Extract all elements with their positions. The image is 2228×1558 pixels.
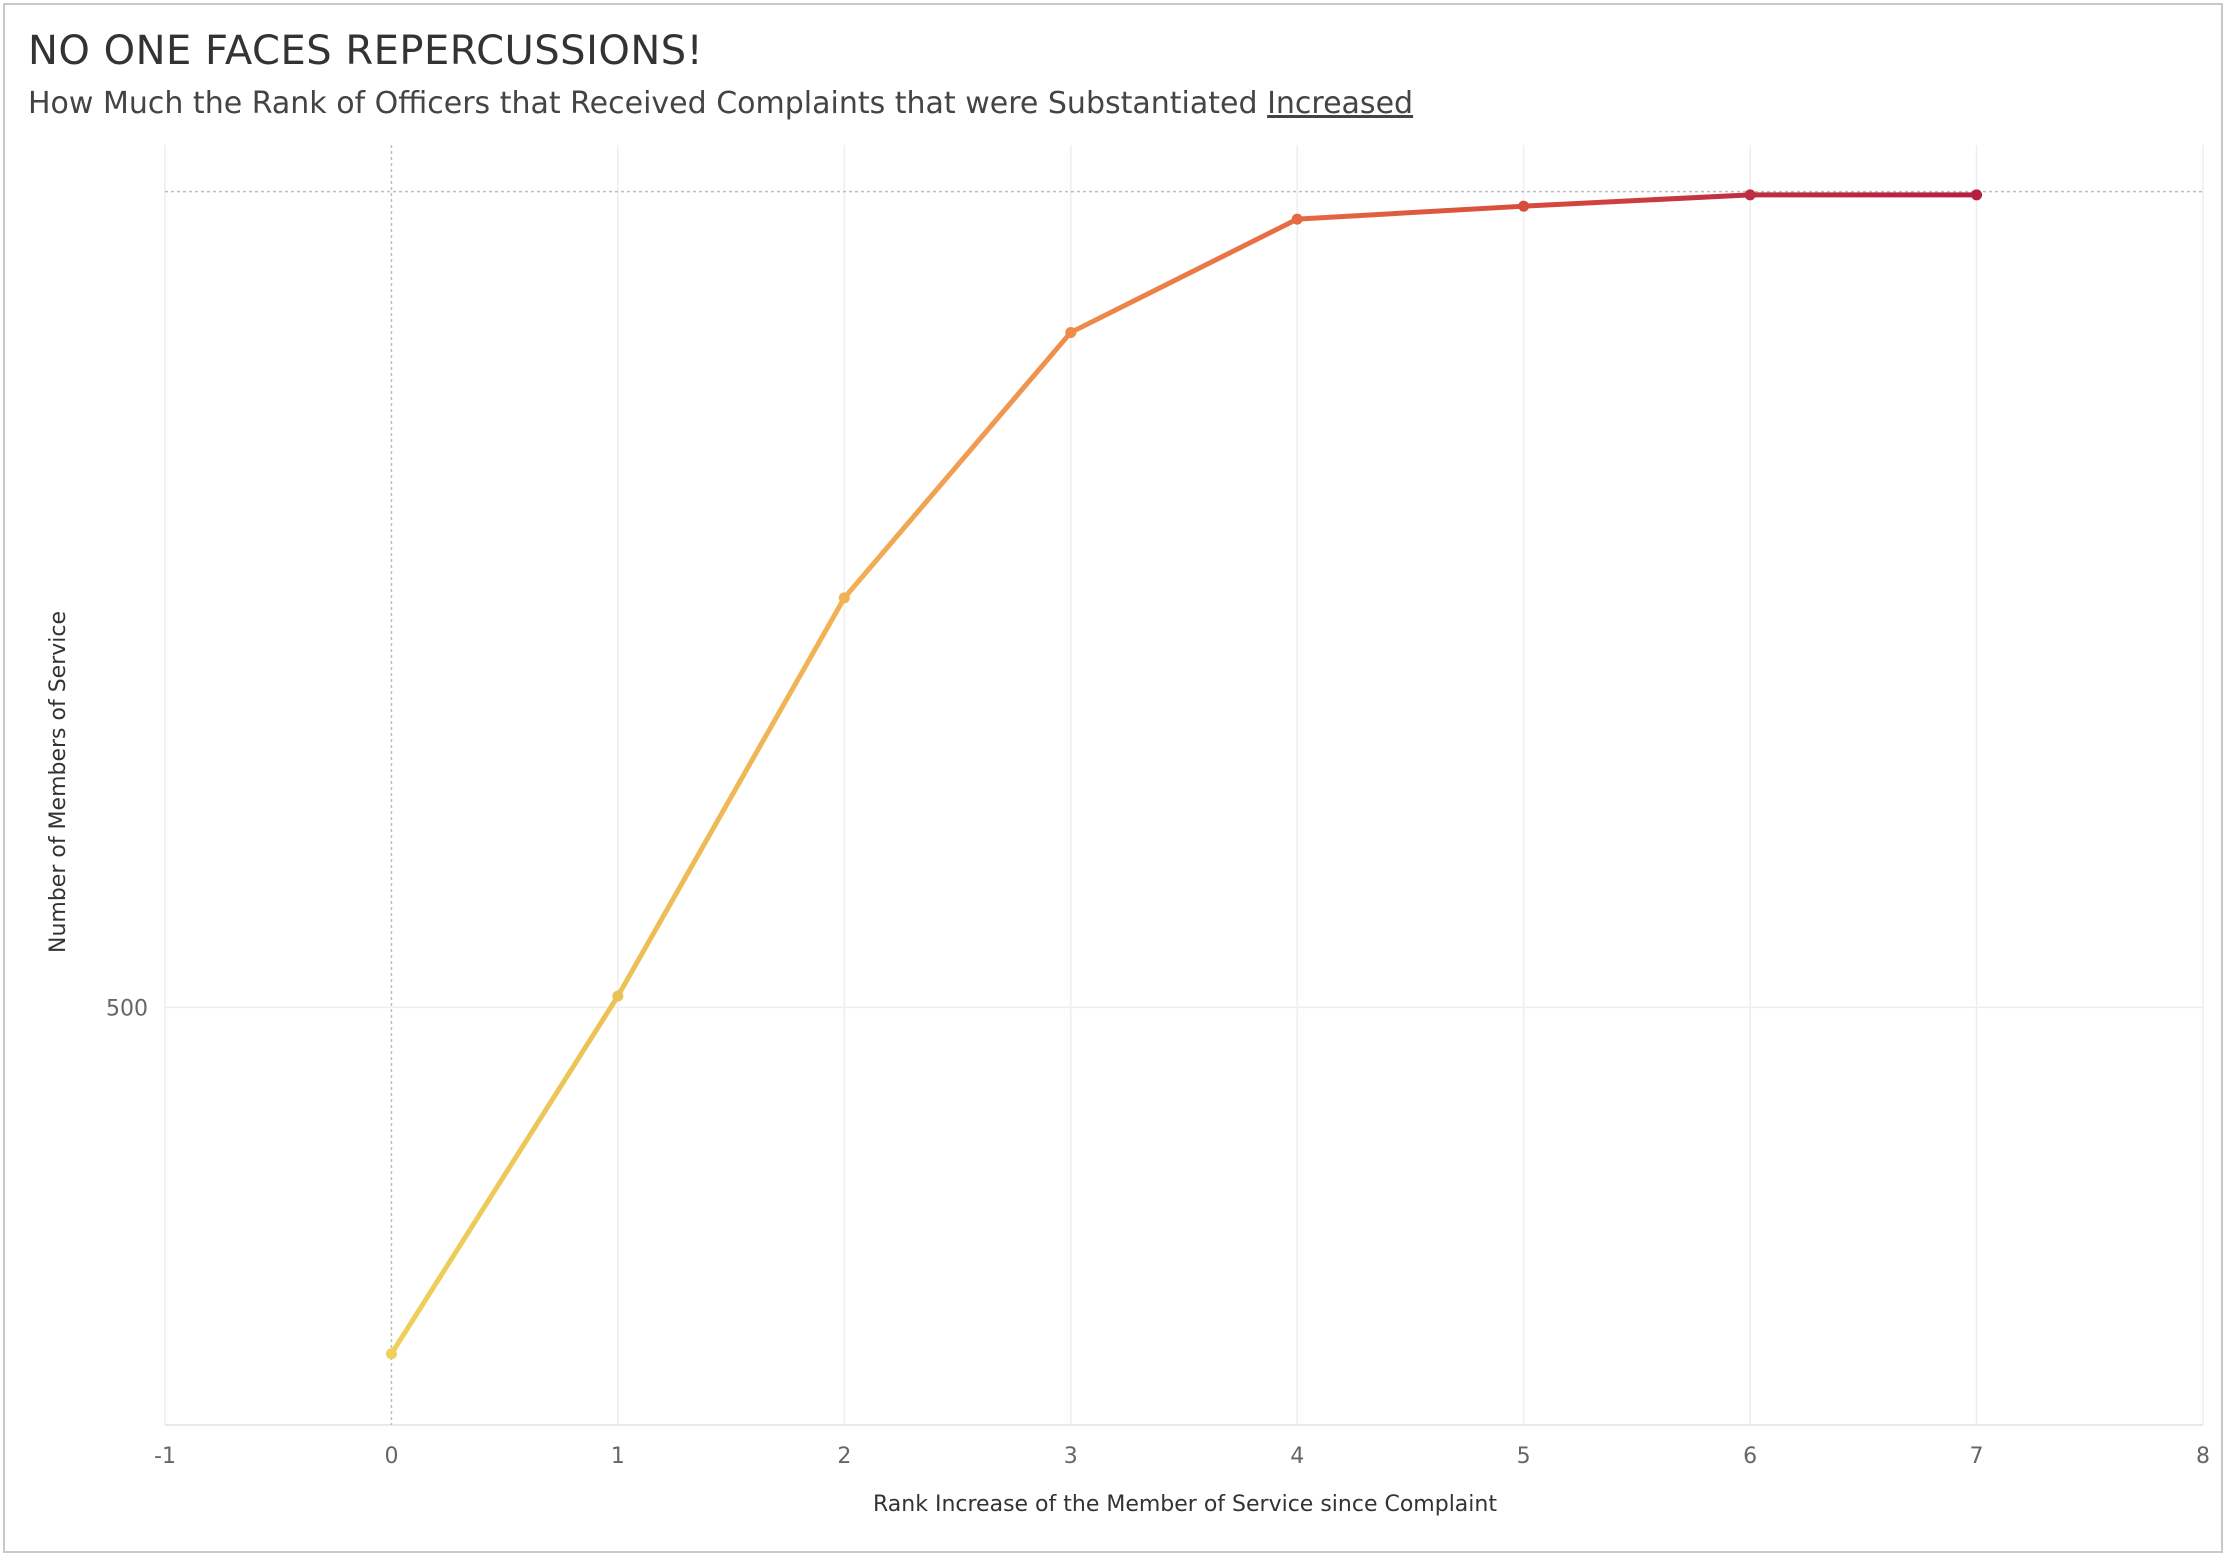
- x-tick-label: 2: [837, 1444, 851, 1469]
- line-segment: [1294, 203, 1527, 222]
- x-tick-label: 3: [1064, 1444, 1078, 1469]
- data-point: [1744, 189, 1756, 201]
- x-tick-label: 1: [611, 1444, 625, 1469]
- x-tick-label: 4: [1290, 1444, 1304, 1469]
- line-segment: [1521, 192, 1753, 209]
- gridlines: [164, 145, 2204, 1426]
- data-point: [1291, 213, 1303, 225]
- x-tick-label: 5: [1517, 1444, 1531, 1469]
- line-segment: [841, 329, 1074, 601]
- chart-title: NO ONE FACES REPERCUSSIONS!: [28, 28, 704, 74]
- data-point: [838, 592, 850, 604]
- subtitle-emphasis: Increased: [1267, 86, 1414, 121]
- data-point: [612, 990, 624, 1002]
- chart-frame: [3, 3, 2223, 1553]
- data-point: [385, 1348, 397, 1360]
- y-axis-ticks: 500: [106, 996, 148, 1021]
- x-axis-title: Rank Increase of the Member of Service s…: [873, 1492, 1497, 1517]
- x-axis-ticks: -1 0 1 2 3 4 5 6 7 8: [154, 1444, 2210, 1469]
- data-points: [385, 189, 1983, 1360]
- line-segment: [1068, 216, 1300, 335]
- x-tick-label: 8: [2196, 1444, 2210, 1469]
- line-segment: [615, 595, 847, 999]
- x-tick-label: 7: [1970, 1444, 1984, 1469]
- reference-lines: [165, 145, 2203, 1425]
- x-tick-label: -1: [154, 1444, 176, 1469]
- series-line: [388, 192, 1980, 1357]
- x-tick-label: 0: [384, 1444, 398, 1469]
- y-axis-title: Number of Members of Service: [46, 611, 71, 953]
- line-segment: [388, 993, 621, 1357]
- data-point: [1971, 189, 1983, 201]
- y-tick-label: 500: [106, 996, 148, 1021]
- chart-subtitle: How Much the Rank of Officers that Recei…: [28, 86, 1413, 121]
- subtitle-text: How Much the Rank of Officers that Recei…: [28, 86, 1268, 121]
- data-point: [1518, 200, 1530, 212]
- x-tick-label: 6: [1743, 1444, 1757, 1469]
- data-point: [1065, 326, 1077, 338]
